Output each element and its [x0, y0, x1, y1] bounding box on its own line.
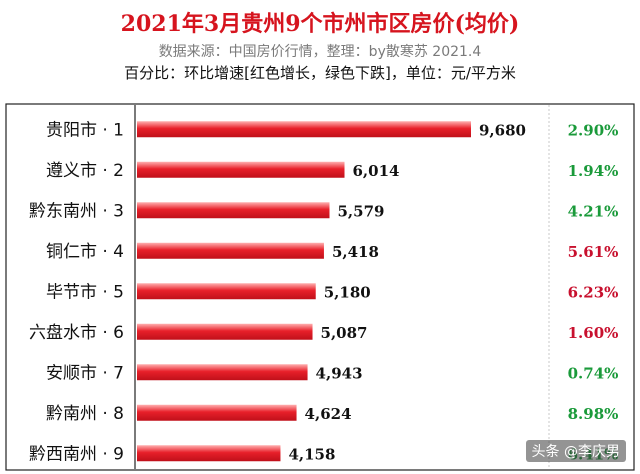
- change-label: 1.60%: [568, 324, 619, 342]
- change-label: 0.74%: [568, 364, 619, 382]
- change-label: 5.61%: [568, 243, 619, 261]
- category-label: 六盘水市 · 6: [29, 323, 124, 343]
- watermark: 头条 @李庆男: [525, 440, 626, 462]
- chart-note: 百分比：环比增速[红色增长，绿色下跌]，单位：元/平方米: [124, 64, 516, 82]
- chart-subtitle: 数据来源：中国房价行情，整理：by散寒苏 2021.4: [158, 44, 482, 60]
- bar: [137, 404, 297, 421]
- bar: [137, 121, 471, 138]
- category-label: 遵义市 · 2: [46, 161, 124, 181]
- bar: [137, 202, 330, 219]
- plot-frame: [5, 103, 635, 471]
- data-label: 6,014: [353, 162, 400, 180]
- category-label: 铜仁市 · 4: [46, 242, 124, 262]
- bar: [137, 364, 308, 381]
- data-label: 9,680: [479, 121, 526, 139]
- data-label: 5,180: [324, 283, 371, 301]
- data-label: 5,418: [332, 243, 379, 261]
- category-label: 黔东南州 · 3: [29, 201, 124, 221]
- bar: [137, 161, 345, 178]
- change-label: 4.21%: [568, 202, 619, 220]
- category-label: 黔西南州 · 9: [29, 444, 124, 464]
- bar: [137, 445, 281, 462]
- category-label: 贵阳市 · 1: [46, 120, 124, 140]
- data-label: 4,943: [316, 364, 363, 382]
- data-label: 4,624: [305, 405, 352, 423]
- change-label: 1.94%: [568, 162, 619, 180]
- category-label: 安顺市 · 7: [46, 363, 124, 383]
- change-label: 2.90%: [568, 121, 619, 139]
- data-label: 4,158: [288, 445, 335, 463]
- data-label: 5,579: [337, 202, 384, 220]
- bar: [137, 242, 324, 259]
- category-label: 毕节市 · 5: [46, 282, 124, 302]
- change-label: 8.98%: [568, 405, 619, 423]
- bar: [137, 283, 316, 300]
- bar: [137, 323, 313, 340]
- chart-title: 2021年3月贵州9个市州市区房价(均价): [120, 11, 520, 37]
- change-label: 6.23%: [568, 283, 619, 301]
- category-label: 黔南州 · 8: [46, 404, 124, 424]
- data-label: 5,087: [321, 324, 368, 342]
